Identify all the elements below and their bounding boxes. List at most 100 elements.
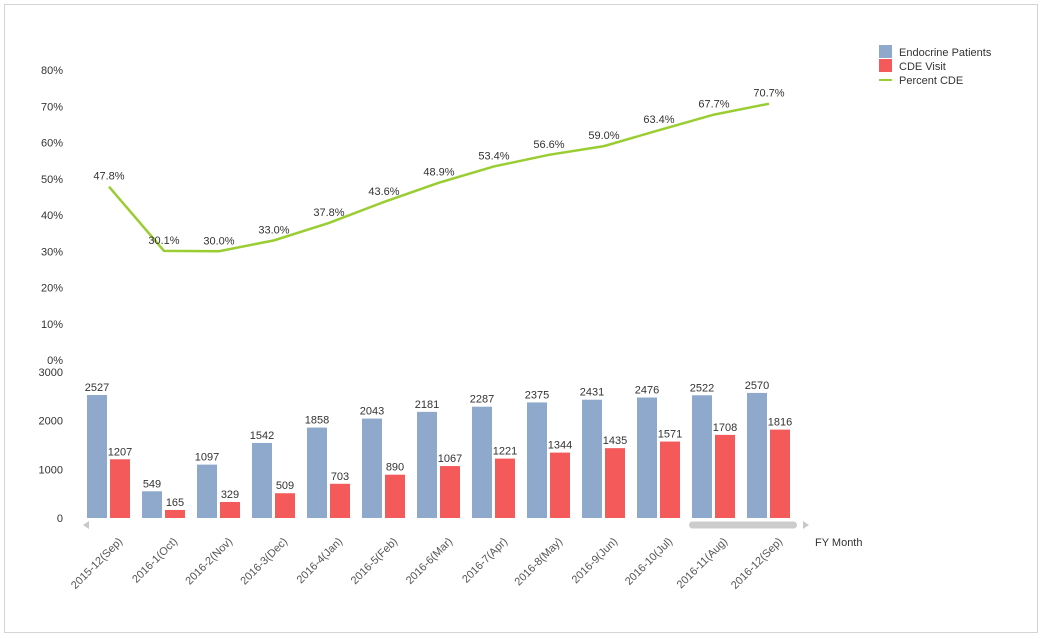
line-y-tick-label: 0%: [47, 355, 63, 367]
cde-visit-data-label: 1221: [493, 446, 517, 458]
cde-visit-data-label: 1708: [713, 422, 737, 434]
endocrine-patients-bar: [87, 395, 107, 518]
endocrine-patients-bar: [582, 399, 602, 518]
cde-visit-data-label: 1067: [438, 453, 462, 465]
cde-visit-bar: [220, 501, 240, 518]
endocrine-patients-bar: [142, 491, 162, 518]
percent-cde-data-label: 56.6%: [533, 139, 564, 151]
x-category-label: 2015-12(Sep): [69, 536, 125, 592]
percent-cde-data-label: 33.0%: [258, 224, 289, 236]
endocrine-patients-data-label: 2287: [470, 394, 494, 406]
percent-cde-data-label: 53.4%: [478, 150, 509, 162]
endocrine-patients-bar: [472, 406, 492, 518]
cde-visit-bar: [330, 483, 350, 518]
cde-visit-bar: [110, 459, 130, 518]
legend-label: Endocrine Patients: [899, 47, 992, 59]
endocrine-patients-data-label: 549: [143, 478, 161, 490]
cde-visit-bar: [440, 466, 460, 518]
cde-visit-bar: [715, 434, 735, 518]
endocrine-patients-data-label: 2476: [635, 385, 659, 397]
x-category-label: 2016-6(Mar): [404, 536, 455, 587]
cde-visit-data-label: 165: [166, 497, 184, 509]
line-y-tick-label: 50%: [41, 174, 63, 186]
percent-cde-line: [108, 102, 770, 253]
endocrine-patients-data-label: 2431: [580, 387, 604, 399]
cde-visit-data-label: 703: [331, 471, 349, 483]
cde-visit-bar: [165, 509, 185, 518]
percent-cde-data-label: 30.0%: [203, 235, 234, 247]
line-y-tick-label: 20%: [41, 283, 63, 295]
cde-visit-bar: [550, 452, 570, 518]
percent-cde-data-label: 48.9%: [423, 167, 454, 179]
combo-chart: 0% 10% 20% 30% 40% 50% 60% 70% 80% 47.8% 30.1% 30.0…: [39, 45, 992, 592]
endocrine-patients-data-label: 2522: [690, 382, 714, 394]
bar-y-tick-label: 2000: [39, 416, 63, 428]
percent-cde-data-label: 59.0%: [588, 130, 619, 142]
endocrine-patients-bar: [527, 402, 547, 518]
endocrine-patients-data-label: 2375: [525, 389, 549, 401]
line-y-tick-label: 70%: [41, 101, 63, 113]
x-category-label: 2016-7(Apr): [460, 536, 510, 586]
scroll-right-arrow-icon: [803, 521, 809, 529]
endocrine-patients-bar: [637, 397, 657, 518]
cde-visit-bar: [385, 474, 405, 518]
bar-y-tick-label: 0: [57, 513, 63, 525]
percent-cde-data-label: 47.8%: [93, 171, 124, 183]
percent-cde-data-label: 37.8%: [313, 207, 344, 219]
bar-y-tick-label: 3000: [39, 367, 63, 379]
x-category-label: 2016-5(Feb): [349, 536, 400, 587]
percent-cde-data-label: 67.7%: [698, 99, 729, 111]
scroll-left-arrow-icon: [83, 521, 89, 529]
x-axis-title: FY Month: [815, 537, 863, 549]
cde-visit-data-label: 1571: [658, 429, 682, 441]
cde-visit-bar: [275, 493, 295, 518]
line-y-tick-label: 80%: [41, 65, 63, 77]
cde-visit-data-label: 1344: [548, 440, 572, 452]
x-category-label: 2016-8(May): [513, 536, 566, 589]
cde-visit-data-label: 1435: [603, 435, 627, 447]
cde-visit-data-label: 329: [221, 489, 239, 501]
x-category-label: 2016-3(Dec): [238, 536, 290, 588]
x-category-label: 2016-9(Jun): [570, 536, 620, 586]
line-y-tick-label: 30%: [41, 246, 63, 258]
endocrine-patients-data-label: 1097: [195, 452, 219, 464]
legend-label: CDE Visit: [899, 61, 946, 73]
endocrine-patients-bar: [307, 427, 327, 518]
cde-visit-bar: [495, 458, 515, 518]
x-category-label: 2016-2(Nov): [183, 536, 235, 588]
cde-visit-data-label: 509: [276, 480, 294, 492]
bar-y-tick-label: 1000: [39, 464, 63, 476]
cde-visit-data-label: 890: [386, 462, 404, 474]
line-y-tick-label: 40%: [41, 210, 63, 222]
endocrine-patients-bar: [417, 411, 437, 518]
endocrine-patients-bar: [747, 392, 767, 518]
line-y-tick-label: 10%: [41, 319, 63, 331]
endocrine-patients-bar: [362, 418, 382, 518]
endocrine-patients-data-label: 1542: [250, 430, 274, 442]
cde-visit-bar: [770, 429, 790, 518]
cde-visit-bar: [605, 448, 625, 518]
endocrine-patients-data-label: 2570: [745, 380, 769, 392]
endocrine-patients-bar: [252, 442, 272, 518]
line-y-tick-label: 60%: [41, 138, 63, 150]
endocrine-patients-bar: [692, 395, 712, 518]
x-category-label: 2016-11(Aug): [675, 536, 730, 591]
endocrine-patients-data-label: 2527: [85, 382, 109, 394]
endocrine-patients-data-label: 1858: [305, 415, 329, 427]
chart-frame: 0% 10% 20% 30% 40% 50% 60% 70% 80% 47.8% 30.1% 30.0…: [4, 4, 1038, 633]
percent-cde-data-label: 30.1%: [148, 235, 179, 247]
endocrine-patients-data-label: 2043: [360, 406, 384, 418]
x-category-label: 2016-10(Jul): [623, 536, 675, 588]
x-category-label: 2016-4(Jan): [295, 536, 345, 586]
legend-label: Percent CDE: [899, 75, 963, 87]
percent-cde-data-label: 63.4%: [643, 114, 674, 126]
cde-visit-data-label: 1816: [768, 417, 792, 429]
cde-visit-data-label: 1207: [108, 446, 132, 458]
legend-swatch: [879, 59, 892, 72]
cde-visit-bar: [660, 441, 680, 518]
scrollbar-thumb: [689, 521, 797, 529]
endocrine-patients-bar: [197, 464, 217, 518]
x-category-label: 2016-12(Sep): [729, 536, 785, 592]
percent-cde-data-label: 70.7%: [753, 88, 784, 100]
legend-swatch: [879, 45, 892, 58]
